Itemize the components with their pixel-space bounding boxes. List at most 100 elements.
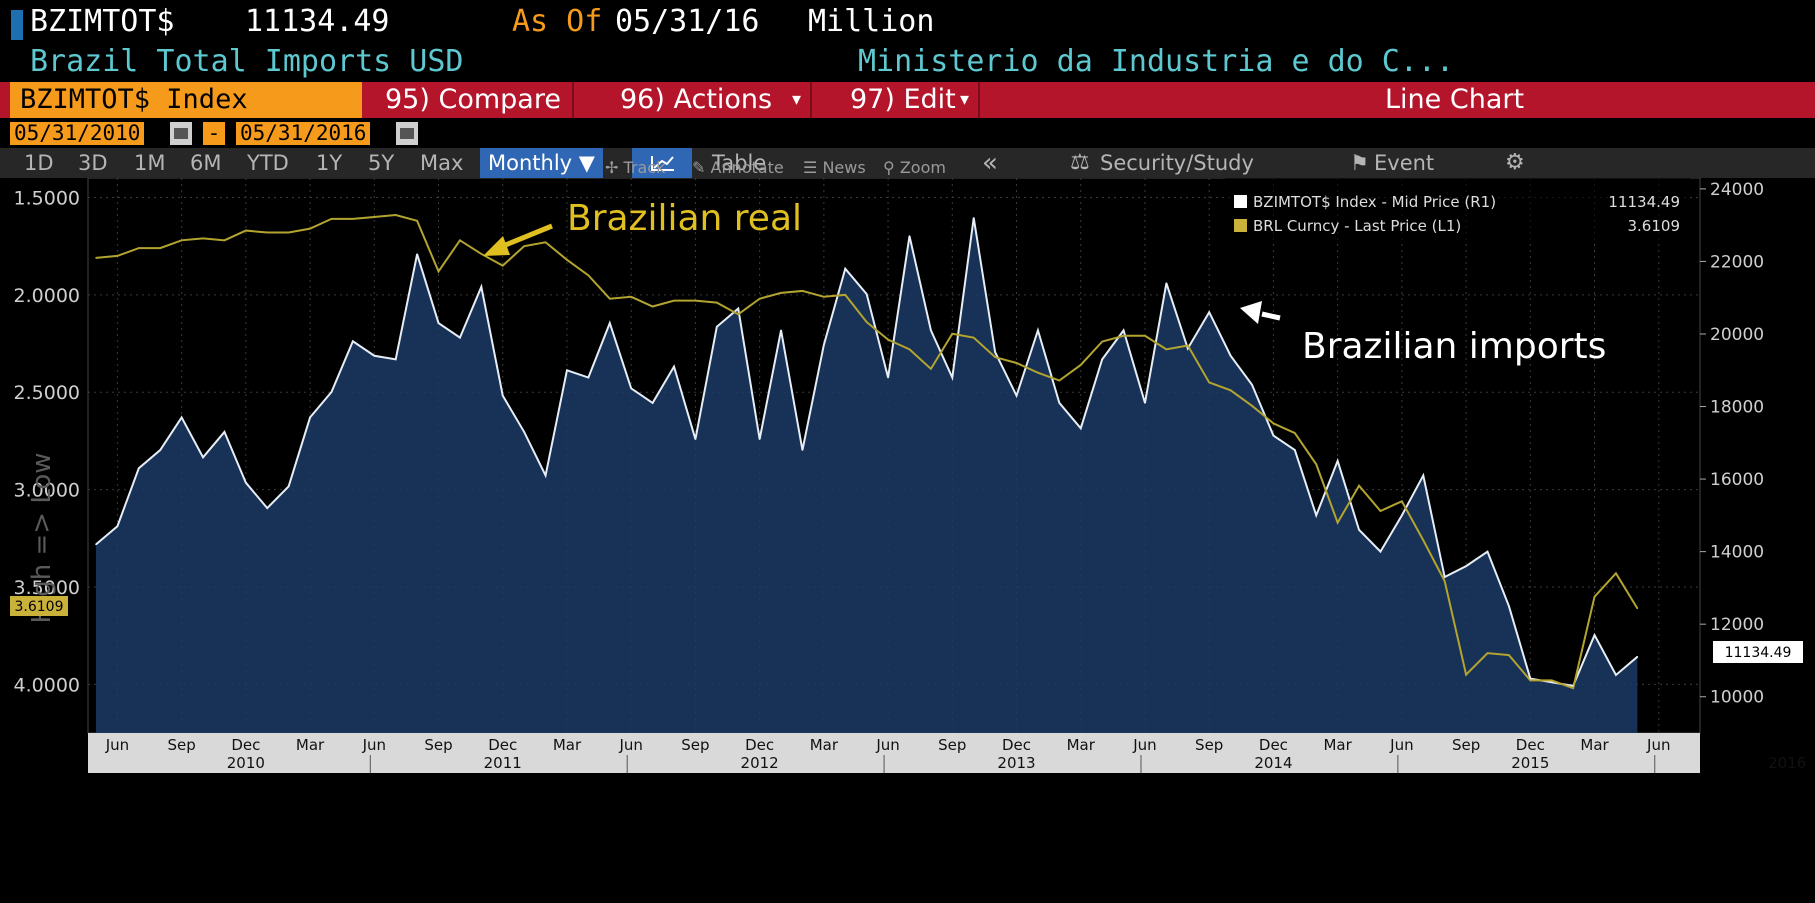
imports-point xyxy=(416,253,418,255)
imports-point xyxy=(694,438,697,440)
security-study-icon[interactable]: ⚖ xyxy=(1070,150,1090,175)
imports-point xyxy=(930,329,932,332)
period-1d[interactable]: 1D xyxy=(24,151,54,175)
security-field[interactable]: BZIMTOT$ Index xyxy=(10,82,362,118)
line-chart-toggle[interactable] xyxy=(632,148,692,178)
event-button[interactable]: Event xyxy=(1374,151,1435,175)
x-month-label: Sep xyxy=(938,736,966,754)
brl-point xyxy=(1486,652,1489,654)
x-month-label: Mar xyxy=(1323,736,1352,754)
imports-point xyxy=(138,467,140,469)
brl-points xyxy=(95,214,1639,690)
brl-point xyxy=(1101,340,1103,343)
chart-view-label[interactable]: Line Chart xyxy=(1385,84,1525,115)
line-chart[interactable]: 1.5000 2.0000 2.5000 3.0000 3.5000 4.0000 100… xyxy=(0,178,1815,903)
brl-point xyxy=(1358,484,1360,487)
imports-point xyxy=(223,431,226,433)
security-subheader: Brazil Total Imports USD Ministerio da I… xyxy=(0,44,1815,80)
x-year-label: 2011 xyxy=(484,754,522,772)
left-tick-label: 2.5000 xyxy=(14,382,80,404)
gear-icon[interactable]: ⚙ xyxy=(1505,150,1525,175)
brl-point xyxy=(651,305,654,308)
brl-point xyxy=(523,245,525,247)
flag-icon[interactable]: ⚑ xyxy=(1350,151,1369,175)
imports-point xyxy=(865,293,868,295)
actions-menu[interactable]: 96) Actions xyxy=(620,84,773,115)
brl-point xyxy=(1208,381,1211,384)
collapse-button[interactable]: « xyxy=(982,148,998,178)
imports-arrow-icon xyxy=(1240,301,1262,324)
x-month-label: Jun xyxy=(875,736,899,754)
imports-point xyxy=(1465,565,1467,567)
brl-point xyxy=(309,227,311,230)
brl-point xyxy=(1465,673,1467,676)
imports-point xyxy=(651,402,654,404)
x-year-label: 2014 xyxy=(1254,754,1292,772)
compare-menu[interactable]: 95) Compare xyxy=(385,84,561,115)
period-toolbar: 1D 3D 1M 6M YTD 1Y 5Y Max Monthly ▼ Tabl… xyxy=(0,148,1815,178)
imports-point xyxy=(1315,514,1318,517)
imports-point xyxy=(394,358,397,361)
brl-point xyxy=(287,231,290,234)
brl-point xyxy=(1401,500,1403,503)
imports-point xyxy=(544,474,547,477)
ticker[interactable]: BZIMTOT$ xyxy=(30,4,175,39)
table-toggle[interactable]: Table xyxy=(712,151,767,175)
imports-point xyxy=(972,217,975,219)
brl-current-badge xyxy=(10,596,68,616)
brl-point xyxy=(159,247,162,249)
brl-point xyxy=(566,258,568,261)
period-1y[interactable]: 1Y xyxy=(316,151,343,175)
edit-menu[interactable]: 97) Edit xyxy=(850,84,956,115)
brl-point xyxy=(823,295,825,298)
brl-point xyxy=(1186,344,1189,347)
brl-point xyxy=(180,239,183,242)
imports-point xyxy=(737,307,740,310)
period-3d[interactable]: 3D xyxy=(78,151,108,175)
annotate-tool[interactable]: ✎ Annotate xyxy=(692,158,784,177)
security-study-button[interactable]: Security/Study xyxy=(1100,151,1254,175)
period-ytd[interactable]: YTD xyxy=(247,151,289,175)
right-tick-label: 14000 xyxy=(1710,543,1764,563)
imports-point xyxy=(523,431,525,433)
security-name: Brazil Total Imports USD xyxy=(30,44,464,79)
x-year-label: 2016 xyxy=(1768,754,1806,772)
period-max[interactable]: Max xyxy=(420,151,464,175)
period-5y[interactable]: 5Y xyxy=(368,151,395,175)
brl-point xyxy=(1165,348,1168,351)
right-tick-label: 20000 xyxy=(1710,325,1764,345)
brl-point xyxy=(1379,510,1382,512)
right-tick-label: 18000 xyxy=(1710,398,1764,418)
ticker-marker xyxy=(11,10,23,40)
legend-brl-value: 3.6109 xyxy=(1628,217,1681,235)
calendar-icon[interactable] xyxy=(170,122,192,145)
zoom-label: Zoom xyxy=(899,158,946,177)
end-date-field[interactable]: 05/31/2016 xyxy=(236,122,371,145)
edit-dropdown-icon[interactable]: ▾ xyxy=(960,89,970,110)
brl-point xyxy=(245,229,247,232)
brl-current-value: 3.6109 xyxy=(15,599,64,615)
imports-point xyxy=(1037,329,1039,332)
divider xyxy=(978,82,980,118)
left-axis-label: High => Low xyxy=(27,452,57,623)
calendar-icon[interactable] xyxy=(396,122,418,145)
actions-dropdown-icon[interactable]: ▾ xyxy=(792,89,802,110)
command-bar: BZIMTOT$ Index 95) Compare 96) Actions ▾… xyxy=(0,82,1815,118)
brl-point xyxy=(1315,463,1318,466)
start-date-field[interactable]: 05/31/2010 xyxy=(10,122,145,145)
brl-point xyxy=(758,297,761,300)
brl-point xyxy=(1079,364,1082,366)
period-6m[interactable]: 6M xyxy=(190,151,222,175)
zoom-tool[interactable]: ⚲ Zoom xyxy=(883,158,946,177)
frequency-dropdown[interactable]: Monthly ▼ xyxy=(480,148,603,178)
x-month-label: Jun xyxy=(618,736,642,754)
right-axis: 10000 12000 14000 16000 18000 20000 22000 24000 xyxy=(1700,180,1764,708)
left-tick-label: 2.0000 xyxy=(14,285,80,307)
data-source: Ministerio da Industria e do C... xyxy=(858,44,1455,79)
news-tool[interactable]: ☰ News xyxy=(803,158,866,177)
imports-point xyxy=(116,525,119,528)
x-year-label: 2010 xyxy=(227,754,265,772)
right-tick-label: 22000 xyxy=(1710,252,1764,272)
period-1m[interactable]: 1M xyxy=(134,151,166,175)
track-tool[interactable]: ✢ Track xyxy=(605,158,666,177)
